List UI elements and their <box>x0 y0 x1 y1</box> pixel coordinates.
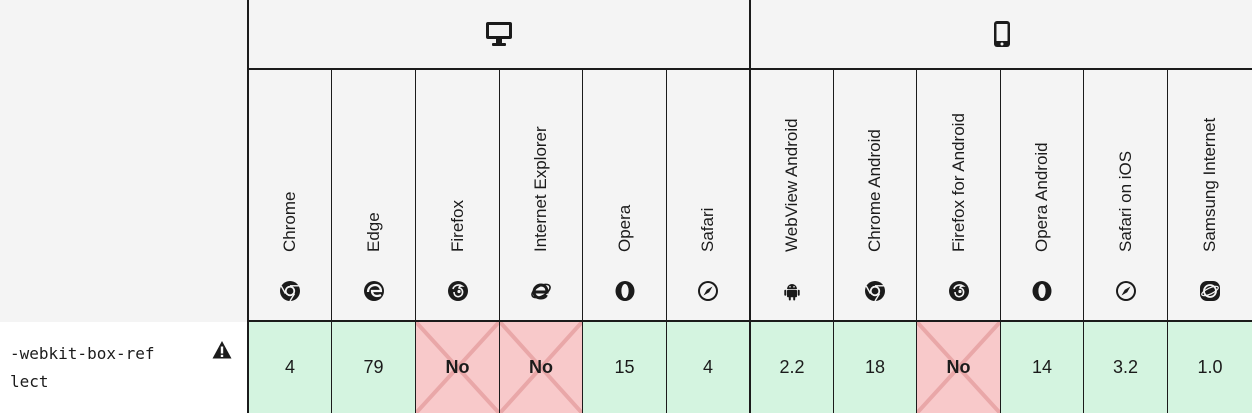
support-version: 3.2 <box>1112 357 1139 377</box>
support-version: 2.2 <box>779 357 805 377</box>
browser-header: Firefox <box>415 70 499 322</box>
browser-name: Opera Android <box>1032 142 1051 252</box>
browser-name: Safari on iOS <box>1115 150 1135 252</box>
support-version: 4 <box>284 357 295 377</box>
browser-header: Samsung Internet <box>1167 70 1252 322</box>
support-version: No <box>445 357 470 377</box>
samsung-internet-icon <box>1199 280 1221 302</box>
support-cell[interactable]: 15 <box>582 322 666 413</box>
opera-icon <box>614 280 636 302</box>
unsupported-cross-icon <box>500 322 582 413</box>
support-cell[interactable]: 1.0 <box>1167 322 1252 413</box>
browser-name: Firefox <box>447 200 467 252</box>
support-cell[interactable]: 4 <box>247 322 331 413</box>
support-cell[interactable]: 4 <box>666 322 749 413</box>
browser-header: Safari <box>666 70 749 322</box>
support-cell[interactable]: No <box>499 322 582 413</box>
platform-mobile-header <box>749 0 1252 70</box>
support-cell[interactable]: 79 <box>331 322 415 413</box>
browser-header: Safari on iOS <box>1083 70 1167 322</box>
support-version: No <box>946 357 971 377</box>
android-icon <box>781 280 803 302</box>
desktop-icon <box>486 22 512 46</box>
support-cell[interactable]: 14 <box>1000 322 1083 413</box>
unsupported-cross-icon <box>416 322 499 413</box>
support-cell[interactable]: 2.2 <box>749 322 833 413</box>
browser-header: Internet Explorer <box>499 70 582 322</box>
browser-name: Chrome Android <box>865 129 884 252</box>
feature-row-header: -webkit-box-reflect <box>0 322 247 413</box>
edge-icon <box>363 280 385 302</box>
table-corner <box>0 0 247 322</box>
platform-desktop-header <box>247 0 749 70</box>
support-version: 14 <box>1031 357 1053 377</box>
firefox-icon <box>447 280 469 302</box>
mobile-icon <box>993 21 1010 47</box>
support-version: 15 <box>614 357 635 377</box>
support-cell[interactable]: No <box>415 322 499 413</box>
ie-icon <box>530 280 552 302</box>
browser-header: Chrome <box>247 70 331 322</box>
browser-header: Edge <box>331 70 415 322</box>
safari-icon <box>697 280 719 302</box>
support-cell[interactable]: 3.2 <box>1083 322 1167 413</box>
browser-name: Chrome <box>280 191 299 252</box>
browser-name: Firefox for Android <box>948 113 968 252</box>
support-version: No <box>529 357 553 377</box>
browser-name: WebView Android <box>782 118 801 252</box>
browser-name: Opera <box>614 204 634 252</box>
chrome-icon <box>864 280 886 302</box>
warning-icon[interactable] <box>212 340 232 360</box>
browser-header: WebView Android <box>749 70 833 322</box>
browser-name: Internet Explorer <box>531 126 550 252</box>
browser-name: Samsung Internet <box>1200 117 1219 252</box>
browser-name: Safari <box>698 207 717 252</box>
browser-header: Opera Android <box>1000 70 1083 322</box>
firefox-icon <box>948 280 970 302</box>
browser-name: Edge <box>363 212 383 252</box>
unsupported-cross-icon <box>917 322 1000 413</box>
support-version: 4 <box>702 357 713 377</box>
support-cell[interactable]: No <box>916 322 1000 413</box>
feature-name[interactable]: -webkit-box-reflect <box>10 344 155 391</box>
support-version: 79 <box>363 357 384 377</box>
safari-icon <box>1115 280 1137 302</box>
browser-header: Firefox for Android <box>916 70 1000 322</box>
chrome-icon <box>279 280 301 302</box>
support-cell[interactable]: 18 <box>833 322 916 413</box>
browser-header: Opera <box>582 70 666 322</box>
support-version: 18 <box>864 357 886 377</box>
support-version: 1.0 <box>1197 357 1223 377</box>
opera-icon <box>1031 280 1053 302</box>
browser-header: Chrome Android <box>833 70 916 322</box>
